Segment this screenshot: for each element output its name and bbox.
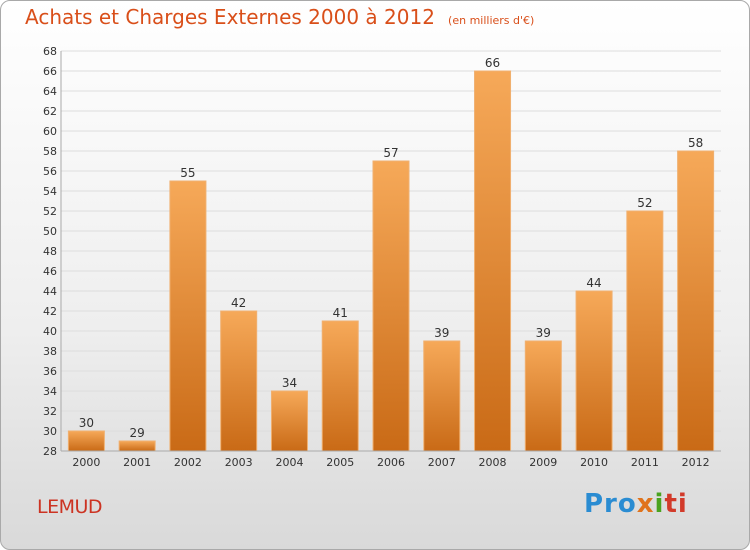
bar: [677, 150, 715, 452]
y-tick-label: 32: [43, 405, 57, 418]
bar-series: [67, 70, 715, 452]
y-tick-label: 28: [43, 445, 57, 458]
y-tick-label: 34: [43, 385, 57, 398]
y-tick-label: 64: [43, 85, 57, 98]
bar: [474, 70, 512, 452]
bar-value-label: 44: [586, 276, 601, 290]
bar-value-label: 52: [637, 196, 652, 210]
y-tick-label: 54: [43, 185, 57, 198]
bar-value-label: 58: [688, 136, 703, 150]
bar-value-label: 29: [130, 426, 145, 440]
bar: [372, 160, 410, 452]
bar: [220, 310, 258, 452]
logo-part-1: Pro: [584, 489, 637, 519]
x-tick-label: 2008: [479, 456, 507, 469]
x-tick-label: 2002: [174, 456, 202, 469]
x-tick-label: 2005: [326, 456, 354, 469]
commune-name: LEMUD: [37, 496, 103, 518]
y-tick-label: 48: [43, 245, 57, 258]
bar-value-label: 34: [282, 376, 297, 390]
y-tick-label: 42: [43, 305, 57, 318]
x-tick-label: 2009: [529, 456, 557, 469]
y-tick-label: 30: [43, 425, 57, 438]
bar-value-label: 41: [333, 306, 348, 320]
y-tick-label: 52: [43, 205, 57, 218]
logo-part-4: ti: [664, 489, 688, 519]
y-tick-label: 60: [43, 125, 57, 138]
x-tick-label: 2006: [377, 456, 405, 469]
chart-header: Achats et Charges Externes 2000 à 2012 (…: [25, 5, 534, 29]
bar-value-label: 55: [180, 166, 195, 180]
y-tick-label: 50: [43, 225, 57, 238]
chart-title: Achats et Charges Externes 2000 à 2012: [25, 5, 435, 29]
bar: [575, 290, 613, 452]
axes: 28 30 32 34 36 38 40 42 44 46 48 50 52 54 56 58 60 62 64 66…: [43, 45, 721, 469]
proxiti-logo[interactable]: Proxiti: [584, 489, 688, 519]
bar: [270, 390, 308, 452]
bar: [626, 210, 664, 452]
y-tick-label: 46: [43, 265, 57, 278]
bar-value-label: 42: [231, 296, 246, 310]
x-tick-label: 2007: [428, 456, 456, 469]
x-tick-label: 2011: [631, 456, 659, 469]
y-tick-label: 62: [43, 105, 57, 118]
bar: [118, 440, 156, 452]
y-tick-label: 40: [43, 325, 57, 338]
y-tick-label: 38: [43, 345, 57, 358]
bar: [524, 340, 562, 452]
bar-value-label: 57: [383, 146, 398, 160]
bar: [321, 320, 359, 452]
bar-value-label: 66: [485, 56, 500, 70]
x-tick-label: 2010: [580, 456, 608, 469]
y-tick-label: 44: [43, 285, 57, 298]
y-tick-label: 58: [43, 145, 57, 158]
logo-part-3: i: [654, 489, 665, 519]
y-tick-label: 56: [43, 165, 57, 178]
y-tick-label: 36: [43, 365, 57, 378]
bar-value-label: 30: [79, 416, 94, 430]
chart-unit: (en milliers d'€): [448, 14, 535, 27]
x-tick-label: 2003: [225, 456, 253, 469]
x-tick-label: 2001: [123, 456, 151, 469]
bar-chart: 28 30 32 34 36 38 40 42 44 46 48 50 52 54 56 58 60 62 64 66…: [43, 45, 721, 469]
x-tick-label: 2004: [275, 456, 303, 469]
x-tick-label: 2012: [682, 456, 710, 469]
bar-value-label: 39: [434, 326, 449, 340]
bar: [169, 180, 207, 452]
bar: [67, 430, 105, 452]
logo-part-2: x: [636, 489, 655, 519]
bar-value-label: 39: [536, 326, 551, 340]
x-tick-label: 2000: [72, 456, 100, 469]
bar: [423, 340, 461, 452]
data-labels: 30 29 55 42 34 41 57 39 66 39 44 52 58: [79, 56, 704, 440]
y-tick-label: 66: [43, 65, 57, 78]
y-tick-label: 68: [43, 45, 57, 58]
